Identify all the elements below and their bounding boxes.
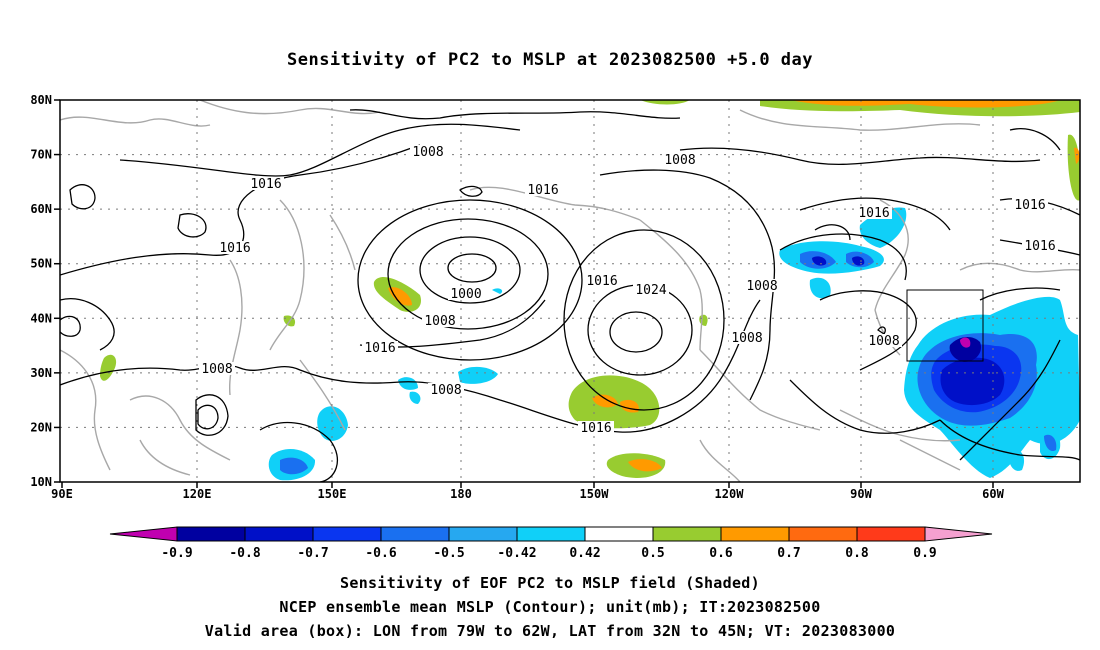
colorbar-swatch (517, 527, 585, 541)
colorbar-label: -0.42 (497, 546, 536, 561)
contour-label: 1008 (430, 383, 461, 398)
colorbar-swatch (789, 527, 857, 541)
longitude-labels: 90E 120E 150E 180 150W 120W 90W 60W (51, 482, 1004, 501)
caption-line-1: Sensitivity of EOF PC2 to MSLP field (Sh… (0, 574, 1100, 592)
colorbar-label: 0.42 (569, 546, 600, 561)
lat-label: 10N (30, 475, 52, 489)
contour-label: 1000 (450, 287, 481, 302)
colorbar-label: 0.8 (845, 546, 869, 561)
lat-label: 30N (30, 366, 52, 380)
lon-label: 150E (318, 487, 347, 501)
contour-label: 1008 (412, 145, 443, 160)
colorbar-swatch (177, 527, 245, 541)
contour-label: 1016 (1014, 198, 1045, 213)
latitude-labels: 80N 70N 60N 50N 40N 30N 20N 10N (30, 93, 60, 489)
colorbar-label: -0.6 (365, 546, 396, 561)
shade-negative-west-pacific (317, 406, 348, 441)
lat-label: 40N (30, 311, 52, 325)
colorbar-swatch (245, 527, 313, 541)
contour-label: 1024 (635, 283, 666, 298)
contour-label: 1016 (580, 421, 611, 436)
contour-label: 1008 (201, 362, 232, 377)
lon-label: 150W (580, 487, 610, 501)
contour-label: 1008 (664, 153, 695, 168)
caption-line-3: Valid area (box): LON from 79W to 62W, L… (0, 622, 1100, 640)
colorbar-label: 0.7 (777, 546, 800, 561)
colorbar-swatch (653, 527, 721, 541)
contour-label: 1016 (527, 183, 558, 198)
colorbar-label: 0.6 (709, 546, 733, 561)
colorbar-label: -0.7 (297, 546, 328, 561)
colorbar-swatch (585, 527, 653, 541)
caption-line-2: NCEP ensemble mean MSLP (Contour); unit(… (0, 598, 1100, 616)
colorbar-swatch (721, 527, 789, 541)
lon-label: 90E (51, 487, 73, 501)
lat-label: 50N (30, 257, 52, 271)
contour-label: 1008 (868, 334, 899, 349)
lon-label: 60W (982, 487, 1004, 501)
contour-label: 1008 (731, 331, 762, 346)
colorbar-label: -0.9 (161, 546, 192, 561)
lat-label: 80N (30, 93, 52, 107)
contour-label: 1016 (1024, 239, 1055, 254)
colorbar-right-arrow (925, 527, 992, 541)
lat-label: 60N (30, 202, 52, 216)
colorbar-label: -0.8 (229, 546, 260, 561)
lon-label: 180 (450, 487, 472, 501)
lon-label: 120E (183, 487, 212, 501)
contour-label: 1016 (586, 274, 617, 289)
lon-label: 120W (715, 487, 745, 501)
colorbar-label: -0.5 (433, 546, 464, 561)
colorbar-swatch (381, 527, 449, 541)
colorbar-left-arrow (110, 527, 177, 541)
lat-label: 20N (30, 420, 52, 434)
lon-label: 90W (850, 487, 872, 501)
colorbar-swatch (449, 527, 517, 541)
contour-label: 1008 (746, 279, 777, 294)
contour-label: 1016 (858, 206, 889, 221)
colorbar: -0.9 -0.8 -0.7 -0.6 -0.5 -0.42 0.42 0.5 0.6 0.7 0.… (110, 527, 992, 561)
sensitivity-map: 1008 1016 1008 1016 1016 1016 1000 1008 1016 1008… (0, 0, 1100, 650)
contour-label: 1016 (364, 341, 395, 356)
colorbar-swatch (313, 527, 381, 541)
colorbar-swatch (857, 527, 925, 541)
colorbar-label: 0.5 (641, 546, 664, 561)
contour-label: 1016 (219, 241, 250, 256)
mslp-contours (60, 110, 1080, 482)
contour-label: 1008 (424, 314, 455, 329)
contour-label: 1016 (250, 177, 281, 192)
lat-label: 70N (30, 148, 52, 162)
colorbar-label: 0.9 (913, 546, 936, 561)
